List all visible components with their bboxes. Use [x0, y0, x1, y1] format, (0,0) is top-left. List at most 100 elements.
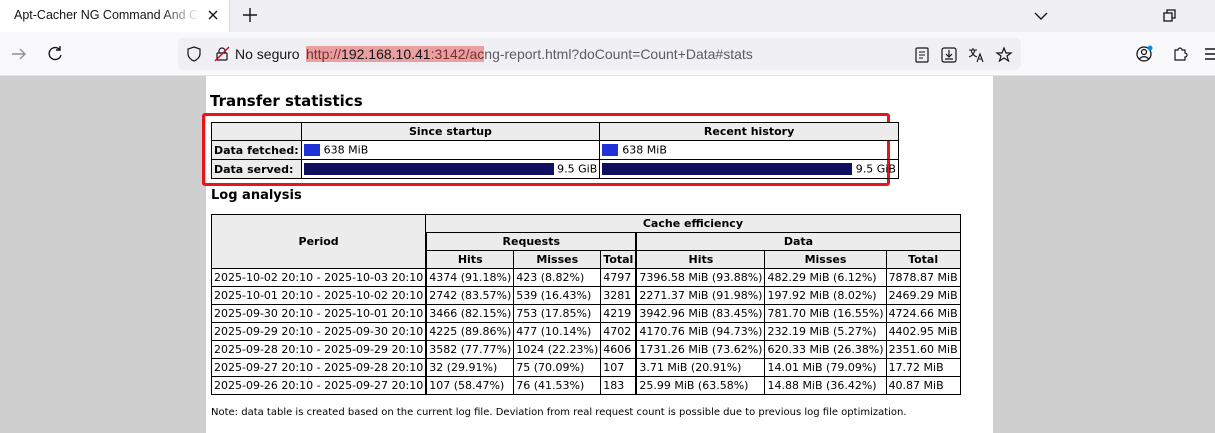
- log-analysis-table: Period Cache efficiency Requests Data Hi…: [210, 214, 961, 395]
- extensions-icon[interactable]: [1170, 44, 1190, 64]
- requests-total-cell: 3281: [600, 286, 637, 305]
- served-recent-bar: [602, 163, 853, 176]
- requests-misses-cell: 539 (16.43%): [513, 286, 602, 305]
- translate-icon[interactable]: [967, 46, 985, 64]
- security-label[interactable]: No seguro: [235, 46, 300, 62]
- data-misses-cell: 14.01 MiB (79.09%): [764, 358, 887, 377]
- requests-hits-cell: 3582 (77.77%): [426, 340, 515, 359]
- fetched-recent-cell: 638 MiB: [599, 140, 899, 160]
- data-misses-cell: 14.88 MiB (36.42%): [764, 376, 887, 395]
- chevron-down-icon[interactable]: [1031, 6, 1051, 26]
- period-cell: 2025-09-28 20:10 - 2025-09-29 20:10: [210, 340, 427, 359]
- since-startup-header: Since startup: [300, 122, 601, 141]
- page-content: Transfer statistics Since startup Recent…: [202, 76, 993, 433]
- url-bar[interactable]: No seguro http://192.168.10.41:3142/acng…: [178, 38, 1021, 70]
- download-page-icon[interactable]: [940, 46, 958, 64]
- url-host: 192.168.10.41: [341, 46, 431, 62]
- transfer-statistics-heading: Transfer statistics: [210, 92, 363, 110]
- data-misses-cell: 197.92 MiB (8.02%): [764, 286, 887, 305]
- requests-misses-cell: 75 (70.09%): [513, 358, 602, 377]
- data-served-label: Data served:: [211, 159, 302, 179]
- data-total-cell: 2351.60 MiB: [885, 340, 961, 359]
- navigation-bar: No seguro http://192.168.10.41:3142/acng…: [0, 32, 1215, 76]
- url-port: :3142/ac: [430, 46, 485, 62]
- reload-icon[interactable]: [45, 44, 65, 64]
- bookmark-star-icon[interactable]: [995, 46, 1013, 64]
- data-total-header: Total: [885, 250, 961, 269]
- data-misses-cell: 232.19 MiB (5.27%): [764, 322, 887, 341]
- reader-view-icon[interactable]: [913, 46, 931, 64]
- forward-icon[interactable]: [9, 44, 29, 64]
- requests-misses-cell: 1024 (22.23%): [513, 340, 602, 359]
- data-total-cell: 2469.29 MiB: [885, 286, 961, 305]
- shield-icon[interactable]: [186, 46, 202, 62]
- requests-hits-cell: 32 (29.91%): [426, 358, 515, 377]
- requests-hits-cell: 107 (58.47%): [426, 376, 515, 395]
- period-cell: 2025-09-27 20:10 - 2025-09-28 20:10: [210, 358, 427, 377]
- requests-hits-cell: 2742 (83.57%): [426, 286, 515, 305]
- fetched-recent-bar: [602, 144, 619, 157]
- requests-misses-cell: 753 (17.85%): [513, 304, 602, 323]
- served-since-bar: [303, 163, 554, 176]
- fetched-since-cell: 638 MiB: [300, 140, 601, 160]
- table-row: 2025-09-26 20:10 - 2025-09-27 20:10 107 …: [210, 376, 961, 395]
- data-misses-cell: 781.70 MiB (16.55%): [764, 304, 887, 323]
- requests-header: Requests: [426, 232, 637, 251]
- requests-hits-cell: 4225 (89.86%): [426, 322, 515, 341]
- data-total-cell: 7878.87 MiB: [885, 268, 961, 287]
- period-cell: 2025-10-01 20:10 - 2025-10-02 20:10: [210, 286, 427, 305]
- data-total-cell: 17.72 MiB: [885, 358, 961, 377]
- table-row: 2025-10-02 20:10 - 2025-10-03 20:10 4374…: [210, 268, 961, 287]
- requests-total-header: Total: [600, 250, 637, 269]
- requests-hits-header: Hits: [426, 250, 515, 269]
- period-header: Period: [210, 214, 427, 269]
- requests-misses-cell: 423 (8.82%): [513, 268, 602, 287]
- data-hits-cell: 7396.58 MiB (93.88%): [636, 268, 766, 287]
- period-cell: 2025-09-26 20:10 - 2025-09-27 20:10: [210, 376, 427, 395]
- data-hits-cell: 2271.37 MiB (91.98%): [636, 286, 766, 305]
- tab-title: Apt-Cacher NG Command And Co: [14, 8, 199, 22]
- requests-total-cell: 107: [600, 358, 637, 377]
- table-row: 2025-09-29 20:10 - 2025-09-30 20:10 4225…: [210, 322, 961, 341]
- new-tab-icon[interactable]: [240, 5, 260, 25]
- tab-title-fade: [160, 4, 200, 28]
- data-hits-cell: 1731.26 MiB (73.62%): [636, 340, 766, 359]
- data-fetched-row: Data fetched: 638 MiB 638 MiB: [211, 140, 899, 160]
- log-analysis-heading: Log analysis: [211, 188, 302, 203]
- served-recent-cell: 9.5 GiB: [599, 159, 899, 179]
- close-tab-icon[interactable]: [204, 6, 222, 24]
- fetched-since-value: 638 MiB: [323, 143, 369, 157]
- tab-active[interactable]: Apt-Cacher NG Command And Co: [0, 0, 230, 32]
- requests-total-cell: 4702: [600, 322, 637, 341]
- data-misses-header: Misses: [764, 250, 887, 269]
- requests-total-cell: 4797: [600, 268, 637, 287]
- footnote: Note: data table is created based on the…: [211, 407, 907, 418]
- data-hits-cell: 4170.76 MiB (94.73%): [636, 322, 766, 341]
- data-misses-cell: 482.29 MiB (6.12%): [764, 268, 887, 287]
- url-scheme: http://: [306, 46, 342, 62]
- served-since-value: 9.5 GiB: [557, 162, 598, 176]
- corner-cell: [211, 122, 302, 141]
- url-rest: ng-report.html?doCount=Count+Data#stats: [484, 46, 753, 62]
- data-total-cell: 40.87 MiB: [885, 376, 961, 395]
- data-hits-header: Hits: [636, 250, 766, 269]
- url-text[interactable]: http://192.168.10.41:3142/acng-report.ht…: [306, 46, 753, 62]
- insecure-lock-icon[interactable]: [214, 46, 230, 62]
- requests-misses-cell: 76 (41.53%): [513, 376, 602, 395]
- requests-hits-cell: 3466 (82.15%): [426, 304, 515, 323]
- period-cell: 2025-10-02 20:10 - 2025-10-03 20:10: [210, 268, 427, 287]
- fetched-recent-value: 638 MiB: [622, 143, 667, 157]
- requests-total-cell: 4606: [600, 340, 637, 359]
- requests-misses-cell: 477 (10.14%): [513, 322, 602, 341]
- requests-total-cell: 4219: [600, 304, 637, 323]
- cache-efficiency-header: Cache efficiency: [425, 214, 961, 233]
- restore-window-icon[interactable]: [1159, 6, 1179, 26]
- tab-strip: Apt-Cacher NG Command And Co: [0, 0, 1215, 32]
- period-cell: 2025-09-30 20:10 - 2025-10-01 20:10: [210, 304, 427, 323]
- data-hits-cell: 3942.96 MiB (83.45%): [636, 304, 766, 323]
- data-hits-cell: 3.71 MiB (20.91%): [636, 358, 766, 377]
- account-icon[interactable]: [1134, 44, 1154, 64]
- data-total-cell: 4724.66 MiB: [885, 304, 961, 323]
- menu-icon[interactable]: [1203, 44, 1215, 64]
- fetched-since-bar: [303, 144, 320, 157]
